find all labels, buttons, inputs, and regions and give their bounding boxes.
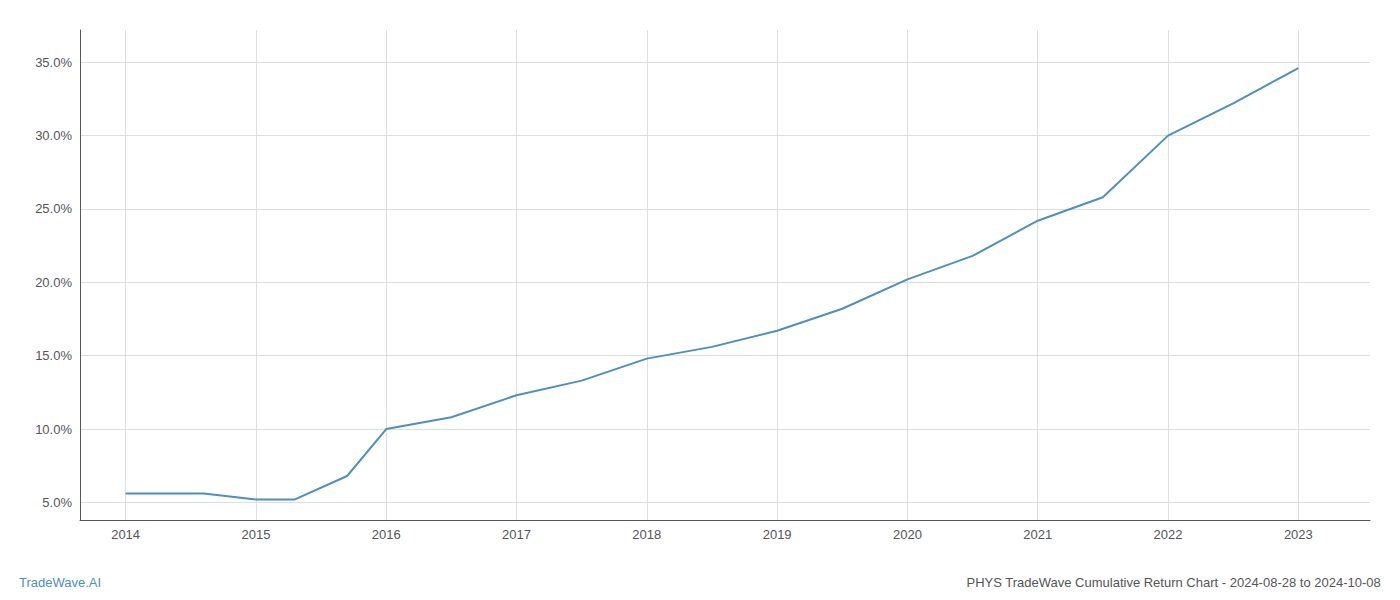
svg-text:2017: 2017 [502, 527, 531, 542]
svg-text:2018: 2018 [632, 527, 661, 542]
svg-text:15.0%: 15.0% [35, 348, 72, 363]
svg-text:2021: 2021 [1023, 527, 1052, 542]
svg-text:20.0%: 20.0% [35, 275, 72, 290]
svg-text:PHYS TradeWave Cumulative Retu: PHYS TradeWave Cumulative Return Chart -… [966, 575, 1380, 590]
svg-text:2014: 2014 [111, 527, 140, 542]
svg-text:2020: 2020 [893, 527, 922, 542]
svg-text:2016: 2016 [372, 527, 401, 542]
svg-text:TradeWave.AI: TradeWave.AI [19, 575, 101, 590]
svg-text:2022: 2022 [1154, 527, 1183, 542]
svg-text:30.0%: 30.0% [35, 128, 72, 143]
svg-text:2019: 2019 [763, 527, 792, 542]
svg-text:2015: 2015 [241, 527, 270, 542]
svg-text:5.0%: 5.0% [42, 495, 72, 510]
svg-text:10.0%: 10.0% [35, 422, 72, 437]
svg-text:25.0%: 25.0% [35, 201, 72, 216]
svg-text:2023: 2023 [1284, 527, 1313, 542]
svg-text:35.0%: 35.0% [35, 55, 72, 70]
